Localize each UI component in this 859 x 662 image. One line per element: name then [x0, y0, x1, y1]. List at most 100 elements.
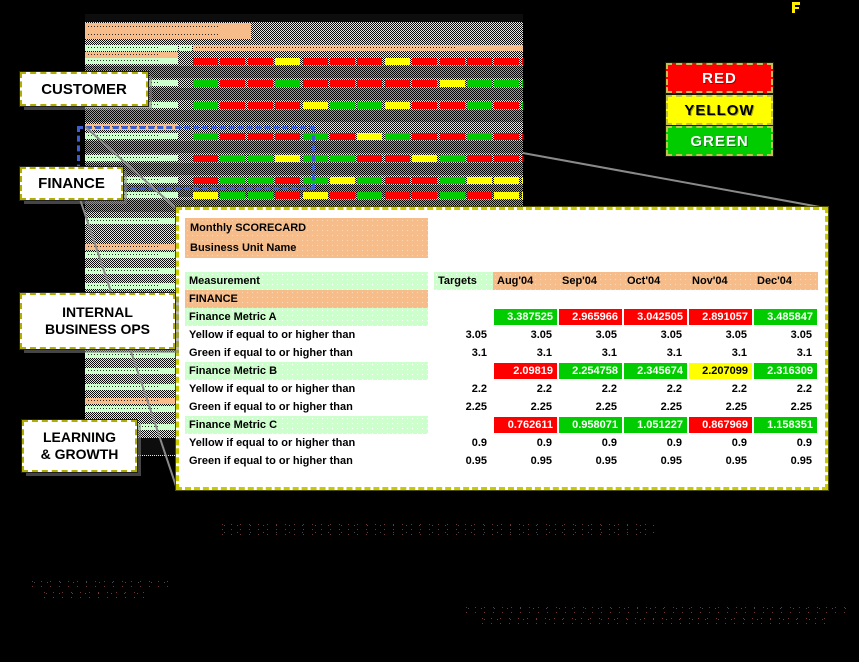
mini-status-cell	[248, 177, 273, 184]
mini-status-cell	[412, 177, 437, 184]
detail-table-row: Finance Metric B 2.09819 2.254758 2.345674 2…	[185, 362, 818, 380]
spacer-cell	[688, 290, 753, 308]
detail-table-row: Finance Metric C 0.762611 0.958071 1.051227…	[185, 416, 818, 434]
metric-value-cell: 2.207099	[689, 363, 752, 379]
detail-table-row: Yellow if equal to or higher than 0.9 0.9 0…	[185, 434, 818, 452]
metric-value-cell: 0.762611	[494, 417, 557, 433]
mini-status-cell	[248, 80, 273, 87]
mini-status-cell	[494, 58, 519, 65]
mini-threshold-rows	[85, 163, 523, 175]
illegible-caption-bottom-right-line1	[462, 605, 846, 614]
illegible-caption-center	[218, 522, 654, 538]
illegible-caption-bottom-right-line2	[478, 616, 828, 624]
spacer-cell	[558, 290, 623, 308]
mini-status-cell	[248, 102, 273, 109]
green-rule-value: 0.95	[660, 455, 682, 467]
mini-status-cell	[467, 155, 492, 162]
mini-status-cell	[303, 58, 328, 65]
mini-status-cell	[220, 80, 245, 87]
mini-status-cell	[522, 192, 523, 199]
label-finance: FINANCE	[19, 166, 124, 201]
green-rule-value: 0.95	[595, 455, 617, 467]
mini-row-band	[179, 45, 192, 51]
green-rule-target: 2.25	[465, 401, 487, 413]
mini-row-band	[85, 177, 178, 183]
yellow-rule-value: 0.9	[666, 437, 682, 449]
mini-status-cell	[275, 133, 300, 140]
month-header: Dec'04	[753, 272, 818, 290]
mini-status-cell	[357, 102, 382, 109]
yellow-rule-target: 2.2	[471, 383, 487, 395]
metric-value-cell: 1.051227	[624, 417, 687, 433]
mini-status-cell	[357, 58, 382, 65]
mini-status-cell	[357, 155, 382, 162]
yellow-rule-value: 3.05	[595, 329, 617, 341]
mini-status-cell	[357, 133, 382, 140]
mini-status-cell	[412, 58, 437, 65]
mini-status-cell	[385, 80, 410, 87]
detail-zoom-box: Monthly SCORECARD Business Unit Name Mea…	[176, 207, 828, 490]
legend-green-text: GREEN	[690, 132, 749, 150]
mini-status-cell	[193, 58, 218, 65]
mini-status-cell	[467, 80, 492, 87]
targets-header: Targets	[434, 272, 493, 290]
mini-status-cell	[412, 192, 437, 199]
mini-status-cell	[275, 155, 300, 162]
yellow-rule-value: 0.9	[731, 437, 747, 449]
detail-table-row: Finance Metric A 3.387525 2.965966 3.042505…	[185, 308, 818, 326]
yellow-rule-target: 0.9	[471, 437, 487, 449]
mini-status-cell	[193, 133, 218, 140]
mini-row-band	[85, 252, 178, 258]
mini-row-band	[85, 14, 523, 22]
mini-status-cell	[467, 177, 492, 184]
mini-status-cell	[330, 102, 355, 109]
metric-value-cell: 0.958071	[559, 417, 622, 433]
mini-threshold-rows	[85, 141, 523, 153]
mini-status-cell	[248, 155, 273, 162]
metric-name: Finance Metric B	[185, 362, 428, 380]
mini-status-cell	[385, 58, 410, 65]
legend-yellow-text: YELLOW	[684, 101, 755, 119]
mini-status-cell	[440, 133, 465, 140]
mini-status-cell	[220, 177, 245, 184]
metric-value-cell: 1.158351	[754, 417, 817, 433]
legend-green: GREEN	[665, 125, 774, 157]
label-customer: CUSTOMER	[19, 71, 149, 107]
spacer-cell	[623, 290, 688, 308]
label-internal-line1: INTERNAL	[62, 303, 133, 320]
mini-status-cell	[275, 192, 300, 199]
label-learning-line1: LEARNING	[42, 428, 117, 445]
green-rule-value: 0.95	[530, 455, 552, 467]
yellow-rule-value: 2.2	[601, 383, 617, 395]
legend-red: RED	[665, 62, 774, 94]
mini-status-cell	[494, 155, 519, 162]
mini-status-cell	[385, 177, 410, 184]
detail-table-row: Green if equal to or higher than 3.1 3.1 3.…	[185, 344, 818, 362]
mini-row-band	[193, 45, 523, 51]
mini-status-cell	[193, 192, 218, 199]
label-finance-text: FINANCE	[38, 175, 105, 192]
yellow-rule-label: Yellow if equal to or higher than	[189, 329, 356, 341]
month-header: Nov'04	[688, 272, 753, 290]
mini-status-cell	[303, 80, 328, 87]
spacer-cell	[428, 308, 493, 326]
green-rule-value: 2.25	[660, 401, 682, 413]
zoom-callout-line-right	[522, 152, 823, 209]
mini-status-cell	[248, 192, 273, 199]
mini-status-cell	[412, 133, 437, 140]
green-rule-value: 3.1	[666, 347, 682, 359]
yellow-rule-value: 3.05	[790, 329, 812, 341]
mini-row-band	[85, 218, 178, 224]
mini-status-cell	[193, 177, 218, 184]
mini-status-cell	[440, 80, 465, 87]
yellow-rule-value: 3.05	[660, 329, 682, 341]
mini-status-cell	[467, 133, 492, 140]
mini-threshold-rows	[85, 66, 523, 78]
mini-threshold-rows	[85, 88, 523, 100]
yellow-rule-value: 0.9	[796, 437, 812, 449]
mini-status-cell	[357, 80, 382, 87]
yellow-rule-label: Yellow if equal to or higher than	[189, 437, 356, 449]
flag-mark	[792, 2, 800, 13]
mini-row-band	[85, 283, 178, 289]
mini-status-cell	[303, 102, 328, 109]
